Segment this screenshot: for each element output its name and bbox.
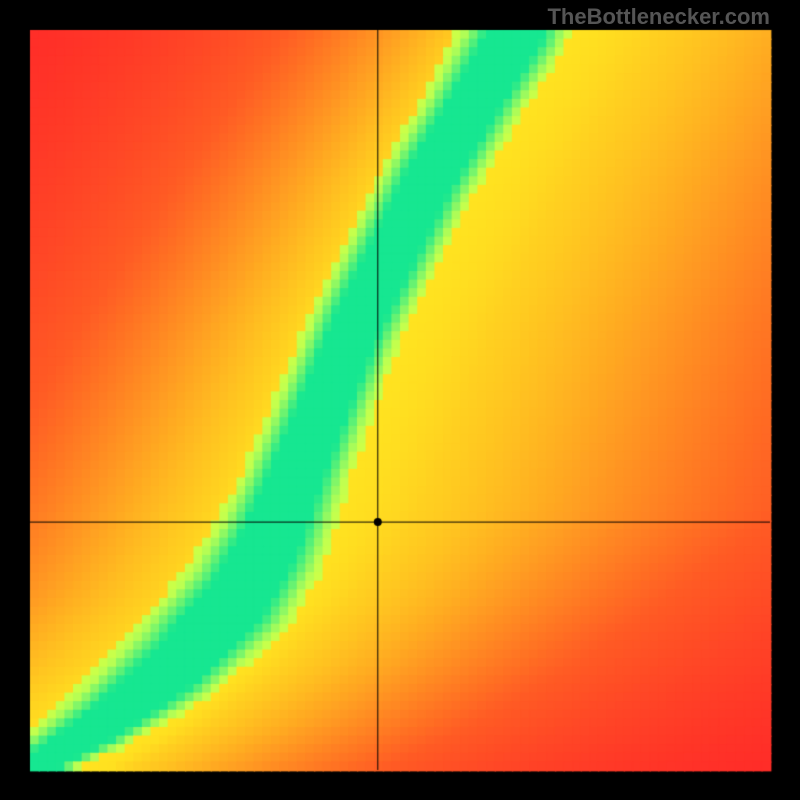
chart-container: TheBottlenecker.com	[0, 0, 800, 800]
heatmap-canvas	[0, 0, 800, 800]
watermark-text: TheBottlenecker.com	[547, 4, 770, 30]
